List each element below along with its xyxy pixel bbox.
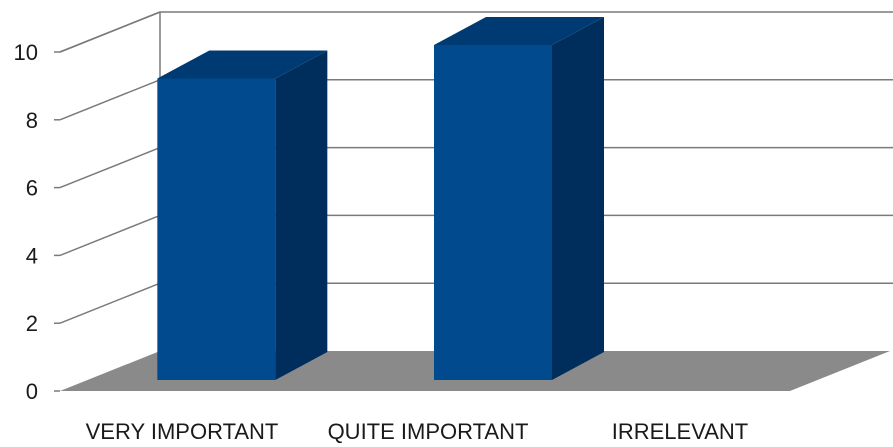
x-category-label: QUITE IMPORTANT	[328, 419, 529, 444]
bar	[157, 50, 328, 380]
y-tick-label: 4	[26, 243, 38, 268]
x-axis-labels: VERY IMPORTANT QUITE IMPORTANT IRRELEVANT	[86, 419, 749, 444]
gridline-side	[59, 79, 161, 121]
bars	[157, 17, 604, 380]
y-axis-ticks: 0 2 4 6 8 10	[14, 40, 60, 404]
y-tick-label: 2	[26, 311, 38, 336]
bar-top	[434, 17, 604, 45]
bar-side	[275, 50, 328, 380]
y-tick-label: 10	[14, 40, 38, 65]
x-category-label: IRRELEVANT	[612, 419, 749, 444]
x-category-label: VERY IMPORTANT	[86, 419, 279, 444]
gridline-side	[59, 214, 161, 257]
y-tick-label: 6	[26, 176, 38, 201]
y-tick-label: 0	[26, 379, 38, 404]
bar-side	[552, 17, 604, 380]
bar-front	[157, 78, 276, 380]
y-tick-label: 8	[26, 108, 38, 133]
bar-front	[434, 45, 552, 380]
gridline-side	[59, 146, 161, 189]
gridline-side	[59, 11, 161, 53]
bar-top	[157, 50, 328, 79]
gridline-side	[59, 282, 161, 324]
bar	[434, 17, 604, 380]
